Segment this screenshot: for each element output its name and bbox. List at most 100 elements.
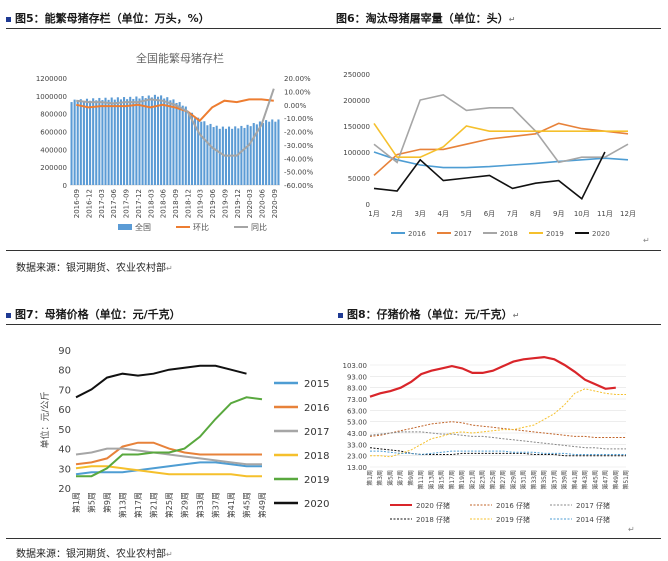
x-tick-label: 第27周 [499,470,507,490]
legend-label: 全国 [135,222,151,232]
y-left-tick-label: 1000000 [36,93,67,101]
bar [224,128,227,185]
bar [246,124,249,185]
bar [221,126,224,185]
y-right-tick-label: -50.00% [284,169,314,177]
y-tick-label: 70 [58,385,71,396]
x-tick-label: 2016-12 [86,189,94,218]
series-line [370,388,626,458]
bar [138,98,141,185]
bar [153,94,156,185]
y-tick-label: 43.00 [347,430,367,438]
y-right-tick-label: -20.00% [284,129,314,137]
x-tick-label: 第5周 [386,470,394,486]
return-mark-icon: ↵ [643,236,650,245]
x-tick-label: 第39周 [561,470,569,490]
y-tick-label: 73.00 [347,396,367,404]
legend-label: 2017 仔猪 [576,501,610,510]
x-tick-label: 第45周 [591,470,599,490]
return-mark-icon: ↵ [508,15,516,24]
bar [116,97,119,185]
y-tick-label: 13.00 [347,464,367,472]
x-tick-label: 第29周 [180,492,190,518]
x-tick-label: 第1周 [366,470,374,486]
bar [104,97,107,185]
bar [178,102,181,185]
x-tick-label: 2020-03 [246,189,254,218]
y-tick-label: 100000 [343,149,370,157]
y-left-tick-label: 600000 [40,129,67,137]
x-tick-label: 10月 [574,210,590,218]
y-tick-label: 103.00 [343,362,368,370]
series-line [75,98,274,123]
legend-label: 2015 [304,379,329,390]
y-tick-label: 80 [58,366,71,377]
x-tick-label: 第3周 [376,470,384,486]
bar [150,97,153,185]
legend-label: 2019 仔猪 [496,515,530,524]
bar [147,95,150,185]
bar [76,101,79,185]
legend-label: 2020 [592,230,610,238]
x-tick-label: 第7周 [397,470,405,486]
fig6-title: 图6：淘汰母猪屠宰量（单位：头）↵ [336,12,516,25]
y-tick-label: 93.00 [347,373,367,381]
legend-label: 环比 [193,222,209,232]
y-tick-label: 90 [58,346,71,357]
bar [206,125,209,185]
bar [123,97,126,185]
bar [113,99,116,185]
bar [277,119,280,185]
bar [89,100,92,185]
y-left-tick-label: 200000 [40,164,67,172]
series-line [75,364,247,399]
bar [261,123,265,185]
legend-label: 2020 仔猪 [416,501,450,510]
bar [169,100,172,185]
y-tick-label: 30 [58,464,71,475]
y-tick-label: 53.00 [347,419,367,427]
x-tick-label: 2019-03 [197,189,205,218]
series-line [369,355,616,398]
x-tick-label: 第33周 [530,470,538,490]
bar [79,99,82,185]
bar [82,101,85,185]
series-line [75,461,262,476]
x-tick-label: 第41周 [226,492,236,518]
bar [258,121,261,185]
y-left-tick-label: 0 [63,182,67,190]
fig8-title: 图8：仔猪价格（单位：元/千克）↵ [338,306,519,322]
x-tick-label: 2018-06 [160,188,168,218]
y-right-tick-label: 20.00% [284,75,311,83]
x-tick-label: 第13周 [427,470,435,490]
bar [172,99,175,185]
y-tick-label: 20 [58,484,71,495]
bar [187,111,190,185]
y-axis-label: 单位：元/公斤 [40,391,51,448]
legend-label: 2018 仔猪 [416,515,450,524]
bar [175,102,178,185]
y-tick-label: 200000 [343,97,370,105]
x-tick-label: 2016-09 [73,189,81,218]
fig7-title: 图7：母猪价格（单位：元/千克） [6,306,181,322]
x-tick-label: 第31周 [520,470,528,490]
bar [163,98,166,185]
bar [101,100,104,185]
bullet-icon [338,312,343,318]
x-tick-label: 第49周 [612,470,620,490]
bar [156,96,160,185]
y-tick-label: 0 [366,201,370,209]
x-tick-label: 第11周 [417,470,425,490]
x-tick-label: 第41周 [571,470,579,490]
legend-label: 2016 [408,230,426,238]
bar [231,128,234,185]
x-tick-label: 2019-12 [234,189,242,218]
x-tick-label: 2017-06 [110,188,118,218]
bar [240,125,243,185]
y-left-tick-label: 800000 [40,111,67,119]
x-tick-label: 9月 [553,210,564,218]
series-line [373,151,606,201]
x-tick-label: 8月 [530,210,541,218]
bar [255,124,258,185]
y-tick-label: 23.00 [347,453,367,461]
